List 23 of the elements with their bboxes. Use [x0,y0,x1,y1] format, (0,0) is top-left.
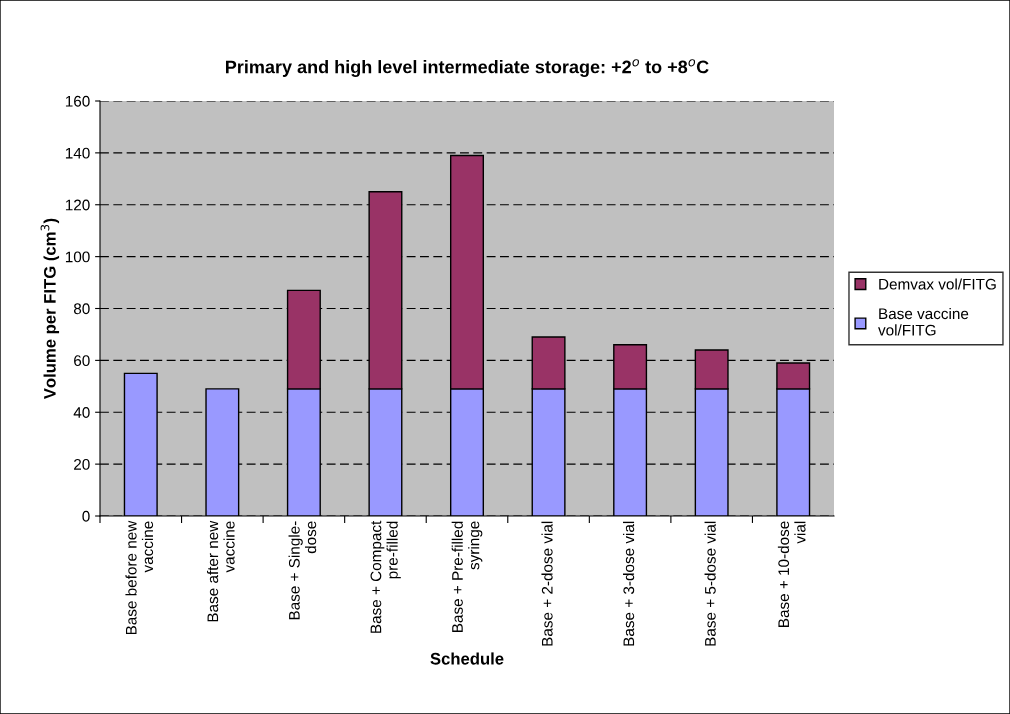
y-tick-label: 80 [73,303,90,315]
y-tick-label: 60 [74,355,90,367]
x-tick-label: Base + 2-dose vial [541,521,553,646]
x-tick-label: Base before new vaccine [125,520,154,635]
x-tick-label: Base + 3-dose vial [622,521,635,646]
legend-label: Demvax vol/FITG [879,278,996,290]
y-tick-label: 140 [65,147,90,159]
y-tick-label: 20 [74,458,90,470]
x-tick-label: Base + Compact pre-filled [370,520,401,633]
x-tick-label: Base + Single- dose [288,521,317,620]
x-tick-label: Base after new vaccine [207,520,235,622]
y-tick-label: 0 [82,510,90,522]
x-tick-label: Base + 10-dose vial [777,521,806,627]
y-tick-label: 40 [73,407,90,418]
chart-title: Primary and high level intermediate storage: +2$^{o}$ to +8$^{o}$C [225,59,709,77]
y-tick-label: 100 [65,251,90,263]
legend-label: Base vaccine vol/FITG [878,307,969,336]
y-axis-title: Volume per FITG (cm$^{3}$) [40,218,60,400]
x-tick-label: Base + 5-dose vial [704,521,716,646]
y-tick-label: 120 [65,199,90,211]
x-axis-title: Schedule [430,652,504,665]
y-tick-label: 160 [65,95,90,107]
x-tick-label: Base + Pre-filled syringe [451,521,483,632]
